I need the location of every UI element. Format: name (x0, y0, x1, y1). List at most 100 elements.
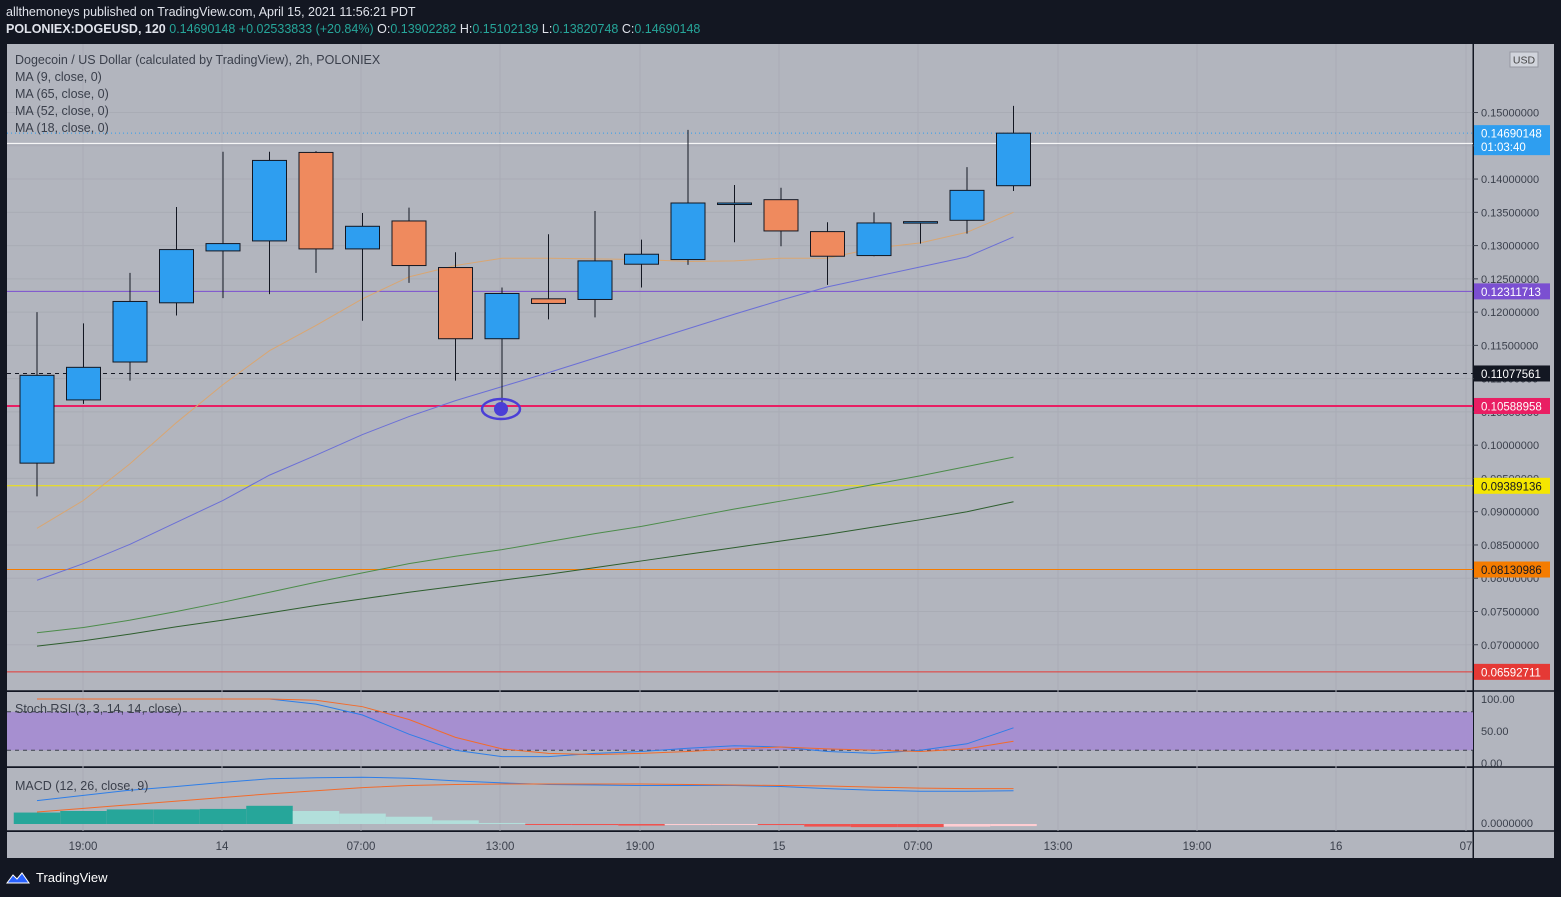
stoch-tick-label: 50.00 (1481, 726, 1509, 738)
candle-down (810, 231, 845, 257)
stoch-tick-label: 100.00 (1481, 694, 1515, 706)
legend-ma18: MA (18, close, 0) (15, 121, 109, 135)
candle-up (856, 222, 892, 257)
level-price-badge (1474, 365, 1550, 382)
candle-up (159, 249, 194, 304)
candle-up (112, 300, 148, 363)
candle-up (19, 374, 55, 464)
candle-down (438, 267, 473, 340)
time-tick-label: 16 (1330, 841, 1343, 853)
symbol-label: POLONIEX:DOGEUSD, 120 (6, 22, 166, 36)
macd-title: MACD (12, 26, close, 9) (15, 779, 148, 793)
currency-badge-label: USD (1513, 55, 1536, 67)
macd-histogram-bar (13, 812, 61, 824)
time-tick-label: 07:00 (904, 841, 933, 853)
candle-down (298, 151, 334, 250)
currency-badge[interactable]: USD (1509, 51, 1539, 68)
candle-up (66, 366, 101, 401)
last-price-label: 0.14690148 (1481, 129, 1542, 141)
price-axis-bg[interactable] (1474, 44, 1554, 858)
publish-info: allthemoneys published on TradingView.co… (6, 5, 416, 19)
macd-histogram-bar (618, 824, 665, 826)
candle-up (717, 202, 752, 206)
moving-average-line (36, 211, 1014, 529)
legend-ma65: MA (65, close, 0) (15, 87, 109, 101)
legend-title: Dogecoin / US Dollar (calculated by Trad… (15, 53, 381, 67)
time-axis: 19:00 14 07:00 13:00 19:00 15 07:00 13:00 19:00 1… (69, 841, 1473, 853)
macd-histogram-bar (385, 816, 433, 824)
macd-histogram-bar (246, 805, 293, 824)
macd-histogram-bar (711, 824, 758, 825)
macd-tick-label: 0.0000000 (1481, 818, 1533, 830)
price-tick-label: 0.07500000 (1481, 606, 1539, 618)
tradingview-footer[interactable]: TradingView (6, 870, 108, 885)
grid (7, 44, 1561, 858)
level-price-label: 0.06592711 (1481, 667, 1541, 679)
tradingview-logo-icon (6, 871, 30, 883)
candle-up (484, 292, 520, 340)
moving-average-line (36, 236, 1014, 581)
candle-up (670, 202, 706, 261)
candle-up (949, 189, 985, 221)
macd-histogram-bar (478, 822, 526, 824)
level-price-label: 0.09389136 (1481, 481, 1542, 493)
price-tick-label: 0.10000000 (1481, 440, 1539, 452)
time-tick-label: 13:00 (1044, 841, 1073, 853)
macd-histogram-bar (571, 824, 619, 826)
candle-up (577, 260, 613, 300)
macd-histogram-bar (664, 824, 712, 826)
footer-brand: TradingView (36, 870, 108, 885)
candle-up (624, 253, 659, 265)
open-label: O: (377, 22, 391, 36)
macd-histogram-bar (757, 824, 805, 826)
macd-histogram-bar (432, 820, 479, 824)
level-price-label: 0.12311713 (1481, 287, 1541, 299)
time-tick-label: 07 (1460, 841, 1473, 853)
macd-histogram-bar (804, 824, 851, 827)
publish-info-text: allthemoneys published on TradingView.co… (6, 5, 416, 19)
time-tick-label: 19:00 (1183, 841, 1212, 853)
level-price-badge (1474, 663, 1550, 680)
time-tick-label: 14 (216, 841, 229, 853)
time-tick-label: 19:00 (69, 841, 98, 853)
candles (19, 105, 1031, 497)
price-tick-label: 0.14000000 (1481, 174, 1539, 186)
level-price-label: 0.10588958 (1481, 401, 1542, 413)
time-axis-bg[interactable] (7, 832, 1473, 858)
price-tick-label: 0.13500000 (1481, 207, 1539, 219)
stoch-line-d (37, 698, 1014, 756)
stoch-rsi-pane: Stoch RSI (3, 3, 14, 14, close) (7, 698, 1473, 758)
price-tick-label: 0.09000000 (1481, 507, 1539, 519)
high-value: 0.15102139 (472, 22, 539, 36)
level-price-badge (1474, 477, 1550, 494)
legend: Dogecoin / US Dollar (calculated by Trad… (15, 53, 381, 135)
candle-down (531, 298, 566, 304)
macd-histogram-bar (850, 824, 898, 828)
macd-histogram-bar (339, 813, 386, 824)
last-price-badge (1474, 125, 1550, 156)
price-tick-label: 0.07000000 (1481, 640, 1539, 652)
macd-pane: MACD (12, 26, close, 9) (13, 776, 1037, 828)
eye-icon (480, 397, 522, 421)
close-label: C: (621, 22, 635, 36)
time-tick-label: 15 (773, 841, 786, 853)
price-axis: 0.150000000.145000000.140000000.13500000… (1473, 108, 1550, 830)
time-tick-label: 19:00 (626, 841, 655, 853)
candle-up (903, 221, 938, 224)
low-label: L: (541, 22, 553, 36)
level-price-badge (1474, 397, 1550, 414)
price-tick-label: 0.08500000 (1481, 540, 1539, 552)
moving-average-line (36, 501, 1014, 647)
macd-histogram-bar (897, 824, 944, 828)
low-value: 0.13820748 (552, 22, 619, 36)
macd-histogram-bar (292, 811, 340, 824)
countdown-label: 01:03:40 (1481, 142, 1526, 154)
moving-averages (36, 211, 1014, 647)
candle-up (252, 159, 287, 242)
legend-ma52: MA (52, close, 0) (15, 104, 109, 118)
open-value: 0.13902282 (390, 22, 457, 36)
macd-line-signal (36, 783, 1014, 813)
candle-down (391, 220, 427, 267)
macd-histogram-bar (153, 809, 200, 824)
